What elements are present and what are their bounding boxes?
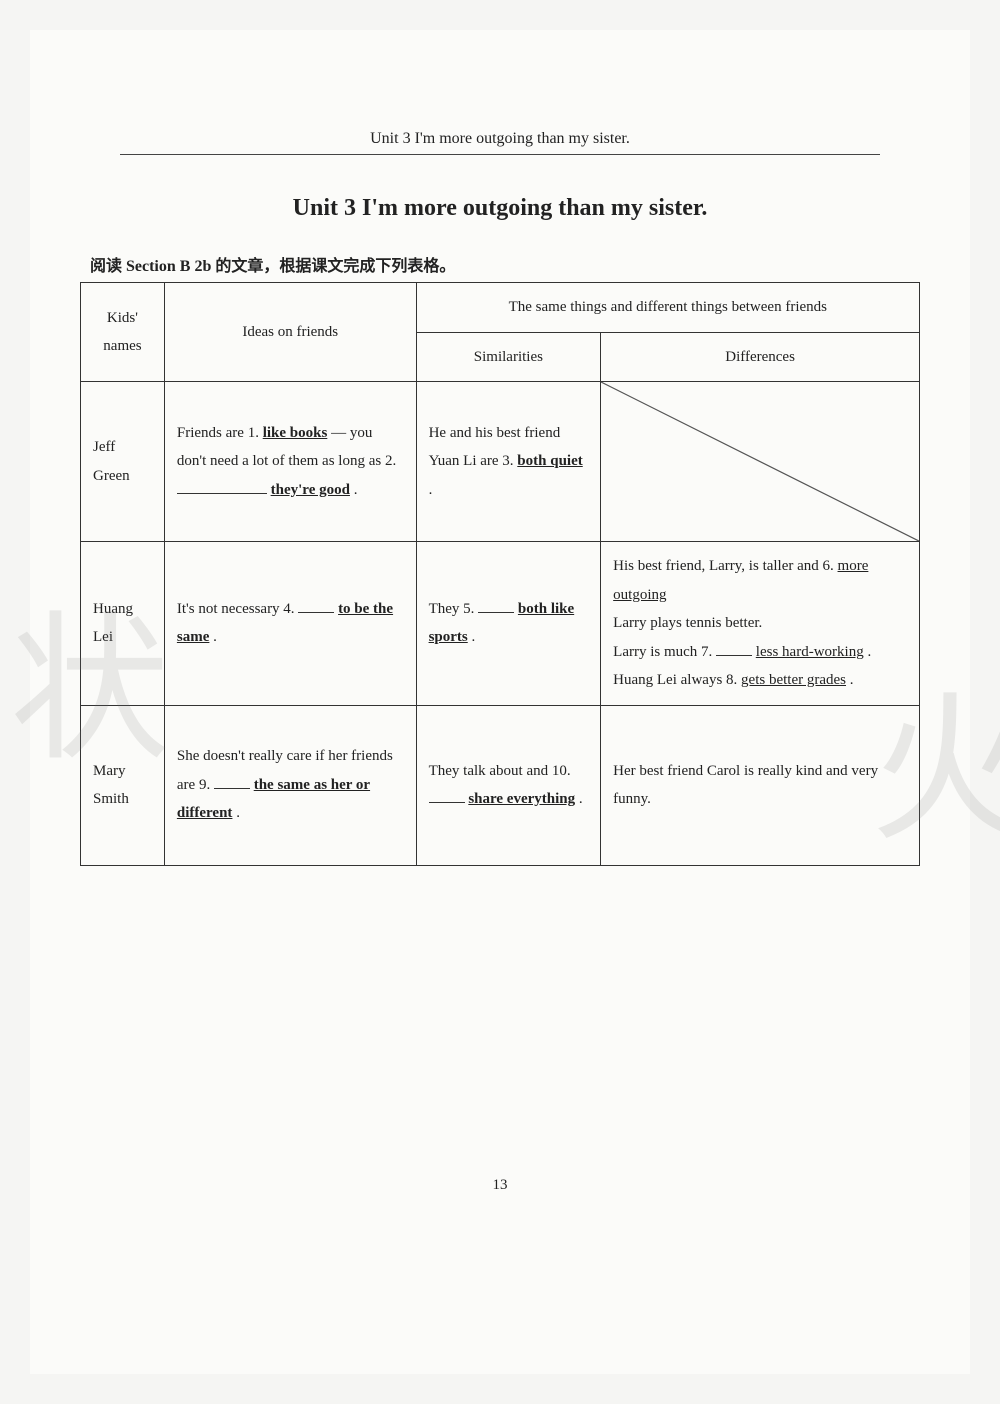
text: . [236,805,240,821]
text: His best friend, Larry, is taller and 6. [613,558,837,574]
blank [298,612,334,613]
table-row: Mary Smith She doesn't really care if he… [81,705,920,865]
page-title: Unit 3 I'm more outgoing than my sister. [80,195,920,222]
cell-similarities: They 5. both like sports . [416,542,601,706]
page-number: 13 [30,1177,970,1194]
blank [214,788,250,789]
text: . [867,644,871,660]
text: They 5. [429,601,479,617]
text: . [429,482,433,498]
table-head: Kids' names Ideas on friends The same th… [81,283,920,382]
answer-10: share everything [468,791,575,807]
blank [429,802,465,803]
text: It's not necessary 4. [177,601,298,617]
cell-ideas: She doesn't really care if her friends a… [164,705,416,865]
col-kids-names: Kids' names [81,283,165,382]
instruction-text: 阅读 Section B 2b 的文章，根据课文完成下列表格。 [90,252,910,276]
diagonal-icon [601,382,919,541]
text: . [213,629,217,645]
page: Unit 3 I'm more outgoing than my sister.… [30,30,970,1374]
text: Larry plays tennis better. [613,615,762,631]
answer-7: less hard-working [756,644,864,660]
cell-name: Jeff Green [81,382,165,542]
cell-similarities: They talk about and 10. share everything… [416,705,601,865]
text: They talk about and 10. [429,763,571,779]
col-similarities: Similarities [416,332,601,382]
col-ideas: Ideas on friends [164,283,416,382]
answer-1: like books [263,425,328,441]
cell-differences: His best friend, Larry, is taller and 6.… [601,542,920,706]
answer-2: they're good [271,482,350,498]
blank [716,655,752,656]
text: . [472,629,476,645]
col-differences: Differences [601,332,920,382]
cell-ideas: It's not necessary 4. to be the same . [164,542,416,706]
answer-3: both quiet [517,453,582,469]
running-head: Unit 3 I'm more outgoing than my sister. [120,130,880,155]
text: . [850,672,854,688]
text: Larry is much 7. [613,644,716,660]
cell-similarities: He and his best friend Yuan Li are 3. bo… [416,382,601,542]
cell-ideas: Friends are 1. like books — you don't ne… [164,382,416,542]
cell-name: Huang Lei [81,542,165,706]
col-span-top: The same things and different things bet… [416,283,919,333]
table-row: Jeff Green Friends are 1. like books — y… [81,382,920,542]
text: . [354,482,358,498]
cell-name: Mary Smith [81,705,165,865]
cell-differences: Her best friend Carol is really kind and… [601,705,920,865]
text: Friends are 1. [177,425,263,441]
cell-differences-empty [601,382,920,542]
blank [177,493,267,494]
text: . [579,791,583,807]
text: Huang Lei always 8. [613,672,741,688]
table-row: Huang Lei It's not necessary 4. to be th… [81,542,920,706]
worksheet-table: Kids' names Ideas on friends The same th… [80,282,920,866]
blank [478,612,514,613]
answer-8: gets better grades [741,672,846,688]
